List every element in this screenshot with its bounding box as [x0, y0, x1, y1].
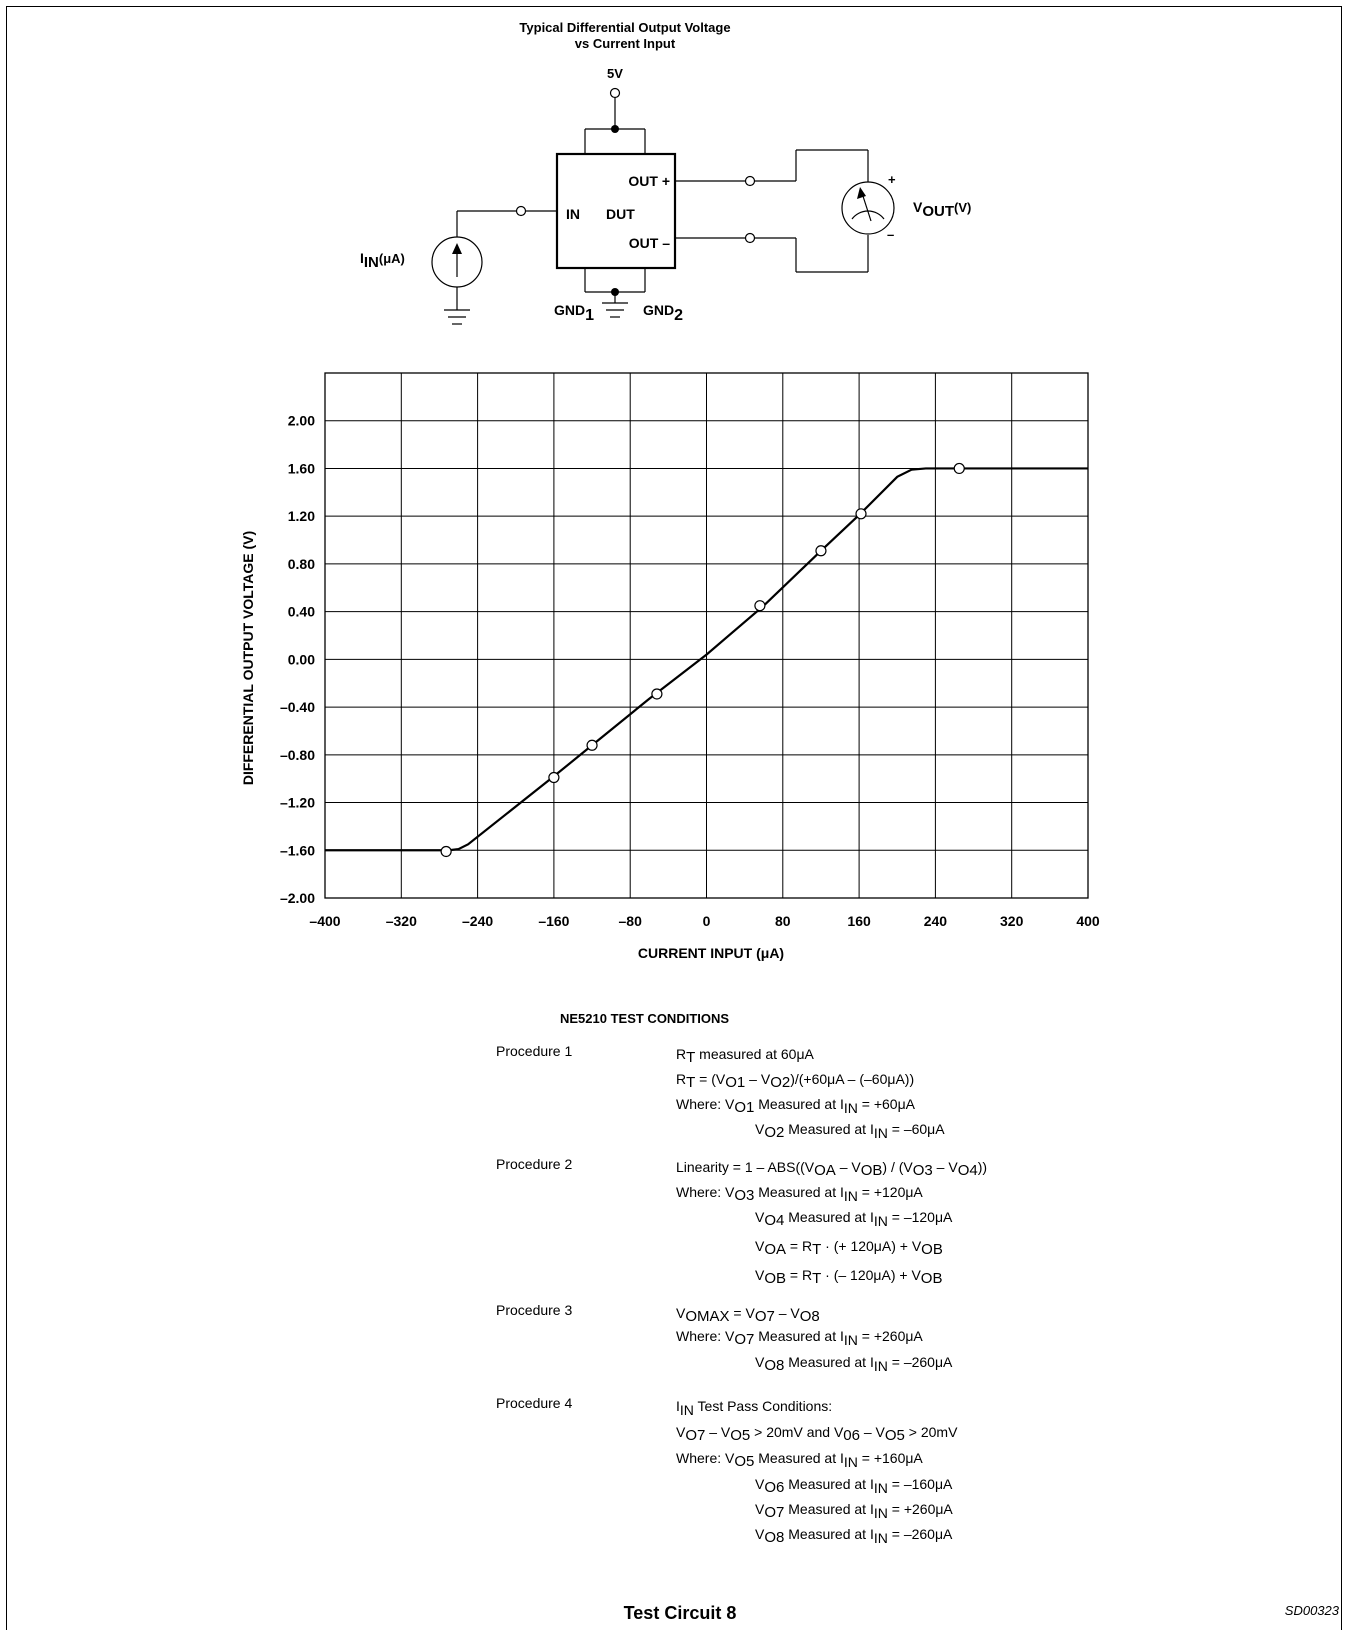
- x-tick-label: 160: [847, 913, 871, 929]
- out-minus-label: OUT –: [629, 235, 670, 251]
- procedure-line: VO8 Measured at IIN = –260μA: [755, 1354, 953, 1374]
- page-frame: [6, 6, 1342, 1630]
- procedure-line: VO7 – VO5 > 20mV and V06 – VO5 > 20mV: [676, 1424, 958, 1444]
- data-point-marker: [548, 771, 560, 784]
- y-tick-label: –0.40: [280, 699, 315, 715]
- y-tick-label: –1.20: [280, 795, 315, 811]
- x-tick-label: –400: [309, 913, 340, 929]
- circuit-title-line1: Typical Differential Output Voltage: [519, 20, 731, 35]
- circuit-title: Typical Differential Output Voltage vs C…: [460, 20, 790, 52]
- procedure-label: Procedure 3: [496, 1302, 573, 1318]
- gnd1-label: GND1: [554, 302, 594, 324]
- x-tick-label: 0: [703, 913, 711, 929]
- data-point-marker: [754, 600, 766, 612]
- y-tick-label: –2.00: [280, 890, 315, 906]
- x-tick-label: –80: [619, 913, 643, 929]
- test-circuit-diagram: 5V OUT + OUT – IN DUT GND1 GND2 IIN(μA) …: [360, 66, 971, 325]
- figure-id: SD00323: [1284, 1603, 1339, 1618]
- procedure-line: RT = (VO1 – VO2)/(+60μA – (–60μA)): [676, 1071, 915, 1091]
- y-tick-label: 1.20: [288, 508, 315, 524]
- procedure-line: VO6 Measured at IIN = –160μA: [755, 1476, 953, 1496]
- x-tick-label: 400: [1076, 913, 1100, 929]
- voltmeter-icon: [841, 181, 895, 235]
- x-axis-label: CURRENT INPUT (μA): [638, 945, 784, 961]
- y-tick-label: 0.00: [288, 651, 315, 667]
- transfer-curve: [325, 467, 1088, 852]
- data-point-marker: [815, 545, 827, 557]
- x-tick-label: 320: [1000, 913, 1024, 929]
- procedure-line: VO2 Measured at IIN = –60μA: [755, 1121, 945, 1141]
- meter-plus-label: +: [888, 172, 896, 187]
- data-point-marker: [855, 508, 867, 520]
- x-tick-label: –320: [386, 913, 417, 929]
- procedure-line: RT measured at 60μA: [676, 1046, 814, 1066]
- procedure-line: VO8 Measured at IIN = –260μA: [755, 1526, 953, 1546]
- meter-minus-label: –: [887, 227, 894, 242]
- data-point-marker: [586, 739, 598, 751]
- gnd2-label: GND2: [643, 302, 683, 324]
- measurement-markers: [440, 462, 965, 858]
- out-minus-terminal: [744, 232, 756, 244]
- supply-terminal: [609, 87, 621, 99]
- y-tick-label: 0.80: [288, 556, 315, 572]
- procedure-line: Where: VO7 Measured at IIN = +260μA: [676, 1328, 923, 1348]
- x-tick-label: –160: [538, 913, 569, 929]
- y-tick-label: 0.40: [288, 604, 315, 620]
- vout-label: VOUT(V): [913, 199, 971, 220]
- out-plus-label: OUT +: [628, 173, 670, 189]
- x-tick-labels: –400 –320 –240 –160 –80 0 80 160 240 320 400: [309, 913, 1099, 929]
- procedure-line: VOB = RT · (– 120μA) + VOB: [755, 1267, 943, 1287]
- y-tick-label: 2.00: [288, 413, 315, 429]
- y-axis-label: DIFFERENTIAL OUTPUT VOLTAGE (V): [240, 531, 256, 785]
- y-tick-label: –0.80: [280, 747, 315, 763]
- procedure-line: VOA = RT · (+ 120μA) + VOB: [755, 1238, 943, 1258]
- dut-label: DUT: [606, 206, 635, 222]
- y-tick-label: 1.60: [288, 460, 315, 476]
- chart-grid: [324, 372, 1089, 899]
- y-tick-label: –1.60: [280, 842, 315, 858]
- input-terminal: [515, 205, 527, 217]
- circuit-title-line2: vs Current Input: [574, 36, 676, 51]
- procedure-line: VO7 Measured at IIN = +260μA: [755, 1501, 953, 1521]
- procedure-line: Where: VO3 Measured at IIN = +120μA: [676, 1184, 923, 1204]
- x-tick-label: –240: [462, 913, 493, 929]
- y-tick-labels: –2.00 –1.60 –1.20 –0.80 –0.40 0.00 0.40 0.80 1.2…: [280, 413, 315, 906]
- transfer-characteristic-chart: –400 –320 –240 –160 –80 0 80 160 240 320 400 –2.00…: [240, 372, 1100, 961]
- procedure-label: Procedure 1: [496, 1043, 573, 1059]
- procedure-line: Linearity = 1 – ABS((VOA – VOB) / (VO3 –…: [676, 1159, 988, 1179]
- procedure-line: Where: VO5 Measured at IIN = +160μA: [676, 1450, 923, 1470]
- procedure-line: IIN Test Pass Conditions:: [676, 1398, 833, 1418]
- data-point-marker: [440, 845, 452, 858]
- data-point-marker: [953, 462, 965, 475]
- procedure-label: Procedure 2: [496, 1156, 573, 1172]
- supply-label: 5V: [607, 66, 623, 81]
- procedure-label: Procedure 4: [496, 1395, 573, 1411]
- procedure-line: Where: VO1 Measured at IIN = +60μA: [676, 1096, 915, 1116]
- in-label: IN: [566, 206, 580, 222]
- out-plus-terminal: [744, 175, 756, 187]
- data-point-marker: [651, 688, 663, 700]
- x-tick-label: 240: [924, 913, 948, 929]
- procedure-line: VO4 Measured at IIN = –120μA: [755, 1209, 953, 1229]
- footer-title: Test Circuit 8: [623, 1603, 737, 1623]
- conditions-title: NE5210 TEST CONDITIONS: [560, 1011, 730, 1026]
- procedure-line: VOMAX = VO7 – VO8: [676, 1305, 820, 1325]
- iin-label: IIN(μA): [360, 250, 405, 271]
- x-tick-label: 80: [775, 913, 791, 929]
